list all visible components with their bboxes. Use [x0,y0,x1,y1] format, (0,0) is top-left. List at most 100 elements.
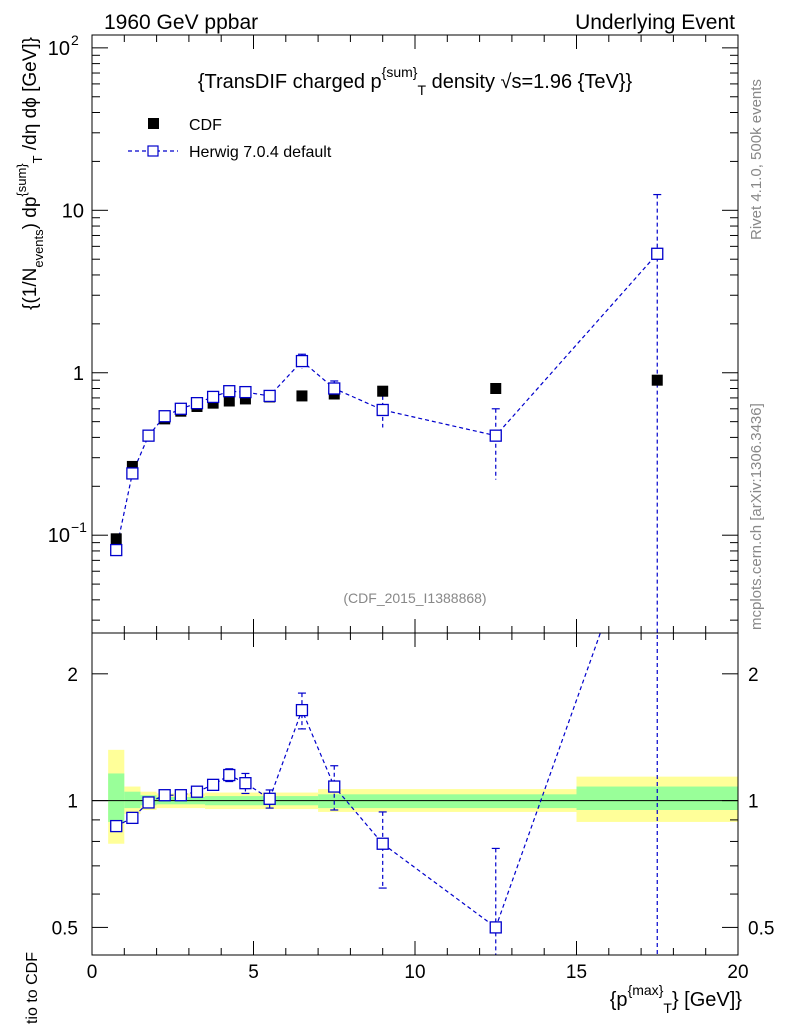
mc-point [263,389,276,403]
xlabel-sup-close: } [659,982,664,998]
cdf-point [239,393,251,405]
ylabel-sub2: T [30,155,45,163]
ratio-point [295,703,309,717]
ratio-point [376,837,389,850]
mc-point [174,402,187,415]
ratio-y-tick-label: 1 [67,792,78,813]
rivet-label: Rivet 4.1.0, 500k events [748,79,765,240]
xlabel-b: } [GeV]} [672,989,742,1011]
ylabel-sup-close: } [14,163,29,168]
chart-title-sub: T [417,82,426,98]
mc-point [223,385,236,398]
y-tick-exponent: −1 [71,519,87,535]
cdf-point [490,382,502,394]
ratio-panel-content [92,633,738,955]
xlabel-a: {p [610,989,628,1011]
legend-label-herwig: Herwig 7.0.4 default [189,144,332,161]
ylabel-sup: {sum [14,168,29,197]
ratio-point [223,768,236,782]
mc-point [295,354,309,368]
header-left: 1960 GeV ppbar [104,11,258,34]
ratio-band-inner [124,791,141,809]
cdf-point [296,390,308,402]
ratio-band-inner [108,773,125,822]
chart-title-sup-close: } [413,64,418,80]
mc-point [142,429,155,442]
x-tick-label: 20 [727,962,748,983]
mc-point [328,382,341,395]
ylabel-c: /dη dϕ [GeV]} [20,37,41,155]
ratio-point [190,785,204,798]
ratio-point [206,778,220,792]
y-tick-label: 10 [48,38,70,60]
ratio-point [158,789,171,802]
legend: CDF Herwig 7.0.4 default [128,117,332,161]
ratio-y-tick-label-right: 0.5 [748,918,774,939]
chart-title-a: {TransDIF charged p [198,71,382,93]
ratio-points [110,703,502,934]
cdf-point [110,533,122,545]
ratio-point [126,811,139,825]
ratio-panel: 0 5 10 15 20 0.5 0.5 1 1 2 2 Ratio to CDF [24,632,774,1024]
mcplots-label: mcplots.cern.ch [arXiv:1306.3436] [748,403,765,630]
mc-point [110,543,123,557]
x-tick-label: 5 [248,962,259,983]
cdf-point [377,385,389,397]
xlabel-sub: T [663,1000,672,1016]
ratio-point [239,777,252,790]
ratio-series-line [115,633,601,929]
chart-title: {TransDIF charged p{sum} T density √s=1.9… [198,64,633,98]
data-points [110,247,664,557]
ratio-band-inner [318,794,577,809]
cdf-point [207,397,219,409]
mc-point [651,247,664,260]
mc-point [206,390,220,404]
ratio-point [110,819,123,833]
ratio-point [328,780,341,793]
y-tick-label: 1 [73,363,84,385]
mc-point [190,396,204,410]
ratio-point [142,796,155,809]
y-tick-label: 10 [62,200,84,222]
chart-title-b: density [426,71,500,93]
mc-point [126,467,139,480]
ratio-y-tick-label-right: 1 [748,792,759,813]
legend-label-cdf: CDF [189,117,222,134]
main-panel-content [110,193,664,633]
ylabel-sub1: events [31,229,46,268]
ylabel-b: ) dp [20,197,41,230]
x-tick-label: 10 [404,962,425,983]
ratio-point [263,792,276,805]
cdf-point [223,395,235,407]
y-tick-exponent: 2 [71,32,79,48]
xlabel-sup: {max [628,982,659,998]
ratio-y-axis-label: Ratio to CDF [24,952,41,1024]
mc-point [239,385,252,399]
header-right: Underlying Event [575,11,735,34]
x-axis-label: {p{max} T} [GeV]} [610,982,743,1016]
ylabel-a: {(1/N [20,268,41,310]
cdf-point [651,374,663,386]
chart-title-sqrt: √ [501,71,512,93]
chart-title-sup: {sum [382,64,413,80]
x-tick-label: 0 [87,962,98,983]
ratio-y-tick-label-right: 2 [748,665,759,686]
chart-title-c: s=1.96 {TeV}} [511,71,632,93]
mc-error-bars [112,193,662,633]
ratio-y-tick-label: 2 [67,665,78,686]
ratio-point [489,921,502,934]
ratio-point [174,789,187,802]
ratio-axis-ticks: 0 5 10 15 20 0.5 0.5 1 1 2 2 [52,633,774,983]
legend-marker-herwig [147,145,159,157]
analysis-watermark: (CDF_2015_I1388868) [343,590,486,606]
main-y-axis-label: {(1/Nevents) dp{sum}T /dη dϕ [GeV]} [14,37,46,310]
x-tick-label: 15 [566,962,587,983]
y-tick-label: 10 [48,525,70,547]
mc-point [489,429,502,442]
mc-point [158,410,171,423]
mc-point [376,403,389,417]
ratio-y-tick-label: 0.5 [52,918,78,939]
